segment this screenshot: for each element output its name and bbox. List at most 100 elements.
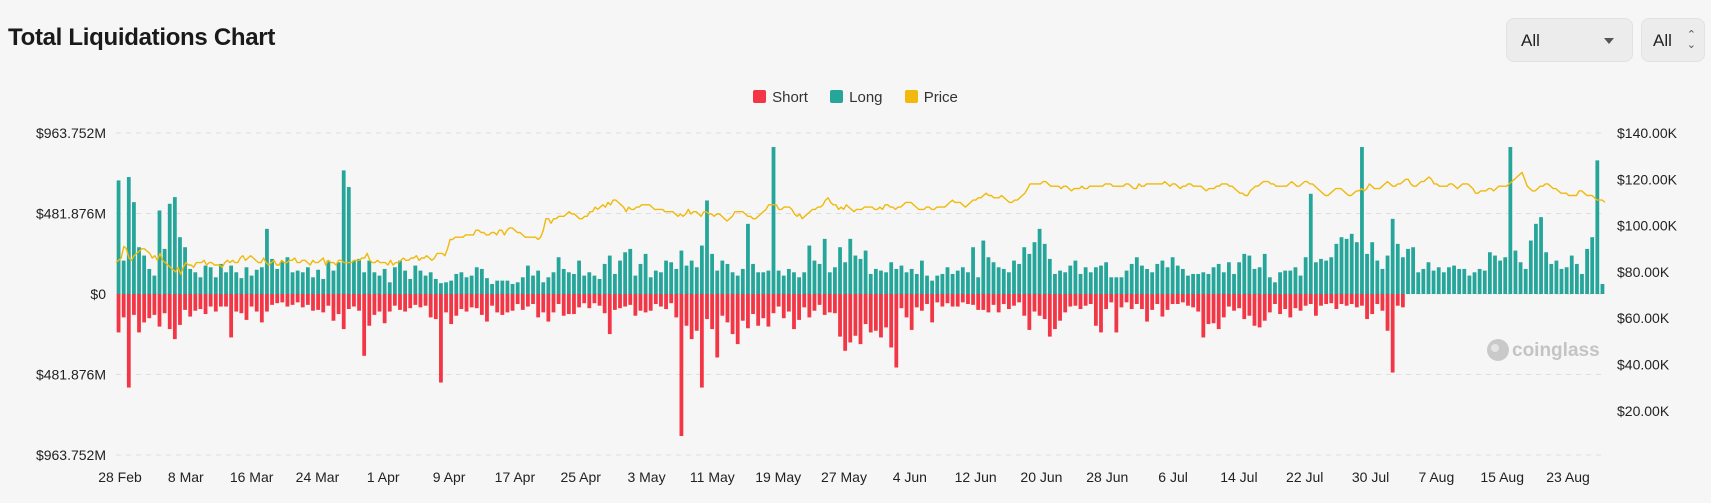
short-bar[interactable] (715, 294, 720, 358)
short-bar[interactable] (1400, 294, 1405, 308)
long-bar[interactable] (1406, 248, 1410, 294)
short-bar[interactable] (1211, 294, 1216, 324)
long-bar[interactable] (613, 273, 617, 294)
long-bar[interactable] (541, 282, 546, 294)
long-bar[interactable] (802, 272, 807, 294)
short-bar[interactable] (797, 294, 801, 320)
long-bar[interactable] (628, 248, 633, 294)
long-bar[interactable] (914, 273, 919, 294)
long-bar[interactable] (162, 248, 167, 294)
long-bar[interactable] (1354, 242, 1359, 294)
long-bar[interactable] (1477, 268, 1482, 294)
short-bar[interactable] (577, 294, 581, 308)
short-bar[interactable] (387, 294, 392, 312)
long-bar[interactable] (843, 262, 848, 294)
long-bar[interactable] (1283, 270, 1288, 294)
short-bar[interactable] (1175, 294, 1180, 305)
short-bar[interactable] (904, 294, 909, 318)
long-bar[interactable] (1134, 257, 1139, 294)
short-bar[interactable] (531, 294, 535, 305)
short-bar[interactable] (899, 294, 904, 309)
long-bar[interactable] (1012, 260, 1016, 294)
short-bar[interactable] (597, 294, 602, 306)
short-bar[interactable] (1375, 294, 1380, 305)
long-bar[interactable] (1452, 265, 1456, 294)
long-bar[interactable] (1170, 257, 1175, 294)
short-bar[interactable] (275, 294, 280, 304)
legend-item-price[interactable]: Price (904, 89, 958, 106)
long-bar[interactable] (336, 262, 341, 294)
long-bar[interactable] (817, 263, 822, 294)
short-bar[interactable] (178, 294, 182, 325)
long-bar[interactable] (807, 245, 812, 294)
short-bar[interactable] (362, 294, 367, 356)
short-bar[interactable] (940, 294, 945, 307)
long-bar[interactable] (193, 272, 198, 294)
short-bar[interactable] (863, 294, 868, 325)
legend-item-short[interactable]: Short (753, 89, 808, 106)
long-bar[interactable] (838, 247, 842, 294)
short-bar[interactable] (188, 294, 193, 317)
short-bar[interactable] (730, 294, 735, 335)
short-bar[interactable] (280, 294, 285, 303)
short-bar[interactable] (413, 294, 418, 305)
short-bar[interactable] (234, 294, 239, 312)
long-bar[interactable] (858, 258, 863, 294)
short-bar[interactable] (689, 294, 694, 340)
long-bar[interactable] (730, 272, 735, 294)
long-bar[interactable] (367, 260, 372, 294)
long-bar[interactable] (126, 177, 131, 294)
legend-item-long[interactable]: Long (830, 89, 883, 106)
long-bar[interactable] (1093, 267, 1098, 294)
long-bar[interactable] (1436, 267, 1441, 294)
long-bar[interactable] (792, 272, 796, 294)
long-bar[interactable] (408, 278, 413, 294)
short-bar[interactable] (449, 294, 454, 325)
long-bar[interactable] (474, 267, 479, 294)
short-bar[interactable] (1129, 294, 1134, 310)
long-bar[interactable] (1201, 272, 1206, 294)
long-bar[interactable] (1554, 260, 1559, 294)
long-bar[interactable] (1155, 263, 1160, 294)
short-bar[interactable] (1083, 294, 1088, 306)
short-bar[interactable] (582, 294, 587, 304)
short-bar[interactable] (1032, 294, 1037, 312)
short-bar[interactable] (812, 294, 817, 311)
short-bar[interactable] (720, 294, 725, 316)
long-bar[interactable] (715, 270, 720, 294)
long-bar[interactable] (1421, 268, 1426, 294)
long-bar[interactable] (1278, 272, 1282, 294)
long-bar[interactable] (827, 272, 832, 294)
long-bar[interactable] (607, 255, 612, 294)
long-bar[interactable] (239, 278, 244, 294)
long-bar[interactable] (699, 245, 704, 294)
long-bar[interactable] (669, 262, 674, 294)
short-bar[interactable] (950, 294, 955, 307)
short-bar[interactable] (1344, 294, 1349, 306)
long-bar[interactable] (1344, 238, 1349, 294)
long-bar[interactable] (331, 270, 336, 294)
short-bar[interactable] (1329, 294, 1334, 304)
short-bar[interactable] (1058, 294, 1062, 321)
long-bar[interactable] (1400, 257, 1405, 294)
long-bar[interactable] (1426, 262, 1431, 294)
long-bar[interactable] (433, 278, 438, 294)
long-bar[interactable] (321, 278, 326, 294)
long-bar[interactable] (1042, 243, 1047, 294)
short-bar[interactable] (1170, 294, 1175, 305)
short-bar[interactable] (147, 294, 152, 319)
short-bar[interactable] (1186, 294, 1190, 306)
short-bar[interactable] (367, 294, 372, 326)
short-bar[interactable] (229, 294, 234, 338)
long-bar[interactable] (1216, 263, 1221, 294)
long-bar[interactable] (648, 277, 653, 294)
long-bar[interactable] (142, 255, 147, 294)
long-bar[interactable] (1032, 242, 1037, 294)
short-bar[interactable] (270, 294, 274, 305)
short-bar[interactable] (167, 294, 172, 330)
long-bar[interactable] (1001, 268, 1006, 294)
short-bar[interactable] (208, 294, 213, 307)
short-bar[interactable] (955, 294, 960, 307)
long-bar[interactable] (889, 262, 894, 294)
